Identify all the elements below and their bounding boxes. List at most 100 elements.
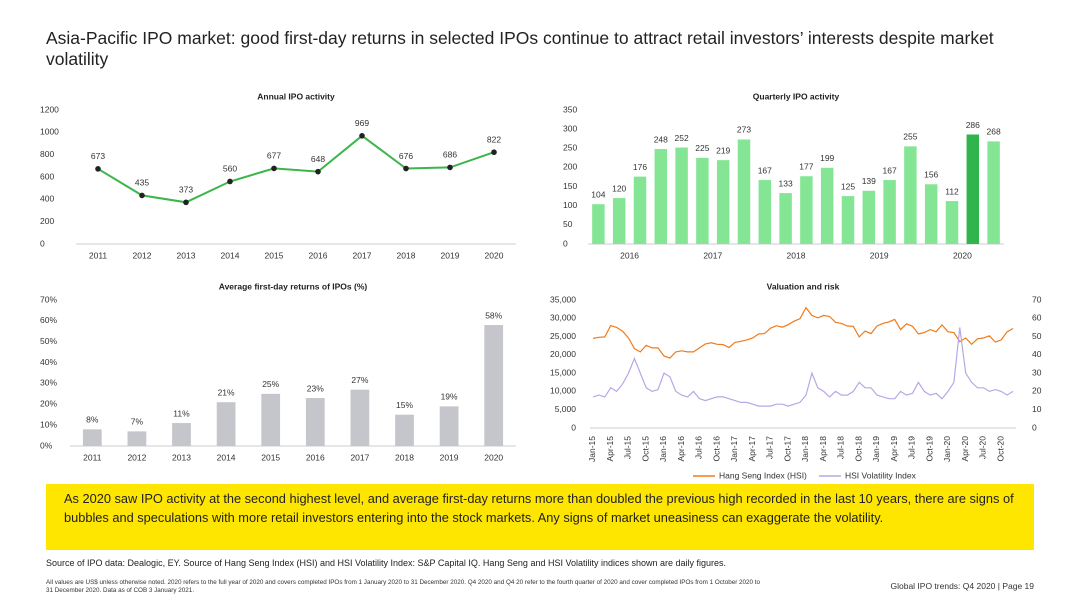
y-tick-label: 0% bbox=[40, 440, 53, 450]
x-tick-label: Apr-16 bbox=[676, 436, 686, 462]
marker bbox=[403, 165, 409, 172]
x-tick-label: Apr-15 bbox=[605, 436, 615, 462]
bar bbox=[675, 147, 688, 244]
bar bbox=[966, 134, 980, 244]
data-label: 677 bbox=[267, 151, 281, 161]
y-tick-label: 300 bbox=[563, 123, 577, 133]
x-tick-label: 2013 bbox=[172, 452, 191, 462]
y-tick-label: 150 bbox=[563, 181, 577, 191]
y-tick-label: 30,000 bbox=[550, 313, 576, 323]
x-tick-label: 2014 bbox=[221, 250, 240, 260]
data-label: 648 bbox=[311, 154, 325, 164]
data-label: 167 bbox=[883, 165, 897, 175]
marker bbox=[227, 178, 233, 185]
y-tick-label: 25,000 bbox=[550, 331, 576, 341]
bar bbox=[82, 429, 102, 446]
chart-title: Average first-day returns of IPOs (%) bbox=[219, 281, 368, 291]
x-tick-label: Jul-15 bbox=[623, 436, 633, 459]
bar bbox=[654, 149, 668, 244]
x-tick-label: Oct-20 bbox=[995, 436, 1005, 462]
data-label: 176 bbox=[633, 162, 647, 172]
x-tick-label: 2017 bbox=[350, 452, 369, 462]
data-label: 248 bbox=[654, 134, 668, 144]
data-label: 219 bbox=[716, 145, 730, 155]
bar bbox=[216, 402, 236, 446]
data-label: 133 bbox=[779, 178, 793, 188]
data-label: 673 bbox=[91, 151, 105, 161]
x-tick-label: Jan-17 bbox=[729, 436, 739, 462]
y2-tick-label: 0 bbox=[1032, 422, 1037, 432]
x-tick-label: Jul-19 bbox=[907, 436, 917, 459]
group-label: 2018 bbox=[787, 250, 806, 260]
bar bbox=[261, 393, 281, 446]
y-tick-label: 200 bbox=[563, 162, 577, 172]
bar bbox=[800, 176, 813, 244]
data-label: 125 bbox=[841, 181, 855, 191]
data-label: 8% bbox=[86, 415, 99, 425]
y-tick-label: 50% bbox=[40, 336, 57, 346]
data-label: 686 bbox=[443, 150, 457, 160]
y-tick-label: 20,000 bbox=[550, 349, 576, 359]
x-tick-label: Jul-18 bbox=[836, 436, 846, 459]
data-label: 373 bbox=[179, 185, 193, 195]
x-tick-label: 2018 bbox=[397, 250, 416, 260]
y-tick-label: 70% bbox=[40, 294, 57, 304]
marker bbox=[359, 132, 365, 139]
x-tick-label: 2015 bbox=[261, 452, 280, 462]
x-tick-label: Jul-17 bbox=[765, 436, 775, 459]
y-tick-label: 1200 bbox=[40, 104, 59, 114]
y-tick-label: 200 bbox=[40, 216, 54, 226]
bar bbox=[484, 325, 504, 446]
line bbox=[592, 306, 1014, 359]
y-tick-label: 600 bbox=[40, 171, 54, 181]
data-label: 822 bbox=[487, 134, 501, 144]
bar bbox=[172, 423, 191, 446]
bar bbox=[987, 141, 1000, 244]
data-label: 112 bbox=[945, 186, 959, 196]
source: Source of IPO data: Dealogic, EY. Source… bbox=[46, 558, 727, 568]
chart-title: Annual IPO activity bbox=[257, 91, 335, 101]
x-tick-label: 2011 bbox=[83, 452, 102, 462]
x-tick-label: 2011 bbox=[89, 250, 108, 260]
slide-title: Asia-Pacific IPO market: good first-day … bbox=[46, 28, 994, 69]
y-tick-label: 15,000 bbox=[550, 367, 576, 377]
bar bbox=[924, 184, 938, 244]
bar bbox=[696, 157, 709, 244]
x-tick-label: 2012 bbox=[133, 250, 152, 260]
bar bbox=[820, 167, 834, 244]
x-tick-label: Oct-19 bbox=[924, 436, 934, 462]
bar bbox=[737, 139, 751, 244]
x-tick-label: Jan-19 bbox=[871, 436, 881, 462]
data-label: 156 bbox=[924, 170, 938, 180]
x-tick-label: 2015 bbox=[265, 250, 284, 260]
x-tick-label: Oct-17 bbox=[782, 436, 792, 462]
x-tick-label: 2020 bbox=[485, 250, 504, 260]
y-tick-label: 50 bbox=[563, 219, 573, 229]
marker bbox=[447, 164, 453, 171]
y-tick-label: 800 bbox=[40, 149, 54, 159]
y-tick-label: 30% bbox=[40, 378, 57, 388]
bar bbox=[779, 193, 792, 244]
group-label: 2019 bbox=[870, 250, 889, 260]
x-tick-label: Apr-20 bbox=[960, 436, 970, 462]
x-tick-label: 2014 bbox=[217, 452, 236, 462]
data-label: 167 bbox=[758, 165, 772, 175]
y-tick-label: 0 bbox=[563, 238, 568, 248]
marker bbox=[139, 192, 145, 199]
y-tick-label: 10% bbox=[40, 419, 57, 429]
data-label: 225 bbox=[695, 143, 709, 153]
data-label: 27% bbox=[351, 375, 368, 385]
charts: Annual IPO activity020040060080010001200… bbox=[40, 91, 1042, 480]
data-label: 435 bbox=[135, 178, 149, 188]
data-label: 560 bbox=[223, 164, 237, 174]
x-tick-label: Oct-18 bbox=[853, 436, 863, 462]
bar bbox=[758, 180, 772, 244]
legend-label: HSI Volatility Index bbox=[845, 470, 917, 480]
legend-label: Hang Seng Index (HSI) bbox=[719, 470, 807, 480]
x-tick-label: 2016 bbox=[309, 250, 328, 260]
data-label: 255 bbox=[903, 132, 917, 142]
bar bbox=[612, 198, 626, 244]
x-tick-label: Oct-15 bbox=[640, 436, 650, 462]
x-tick-label: 2017 bbox=[353, 250, 372, 260]
data-label: 104 bbox=[591, 189, 605, 199]
